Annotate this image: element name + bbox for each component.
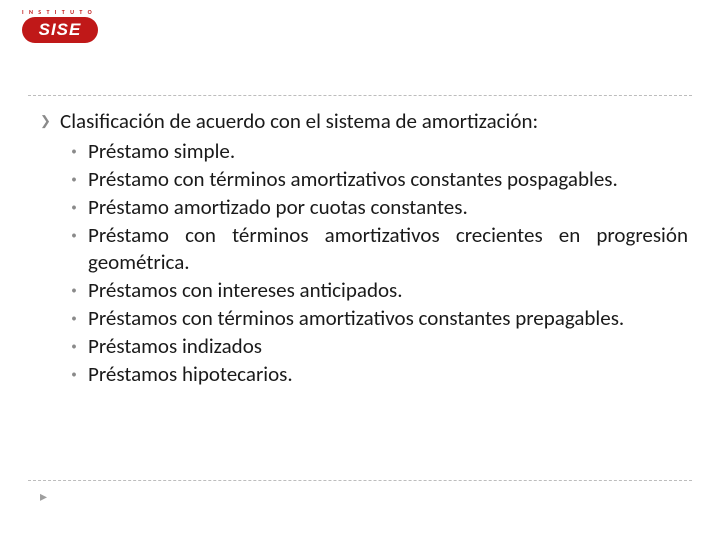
bullet-icon: • (60, 333, 88, 360)
list-item-text: Préstamo amortizado por cuotas constante… (88, 194, 688, 221)
heading-row: ❯ Clasificación de acuerdo con el sistem… (40, 107, 688, 136)
list-item-text: Préstamos con términos amortizativos con… (88, 305, 688, 332)
bullet-icon: • (60, 166, 88, 193)
heading-text: Clasificación de acuerdo con el sistema … (60, 107, 688, 135)
list-item: • Préstamo con términos amortizativos co… (60, 166, 688, 193)
list-item: • Préstamo simple. (60, 138, 688, 165)
list-item-text: Préstamo simple. (88, 138, 688, 165)
bullet-icon: • (60, 277, 88, 304)
list-item-text: Préstamos indizados (88, 333, 688, 360)
bullet-icon: • (60, 361, 88, 388)
divider-bottom (28, 480, 692, 481)
list-item: • Préstamos con términos amortizativos c… (60, 305, 688, 332)
logo-main-text: SISE (22, 17, 98, 43)
list-item-text: Préstamos hipotecarios. (88, 361, 688, 388)
list-item-text: Préstamo con términos amortizativos crec… (88, 222, 688, 276)
list-item: • Préstamo amortizado por cuotas constan… (60, 194, 688, 221)
bullet-icon: • (60, 138, 88, 165)
bullet-icon: • (60, 194, 88, 221)
list-item: • Préstamos hipotecarios. (60, 361, 688, 388)
list-item-text: Préstamos con intereses anticipados. (88, 277, 688, 304)
heading-marker: ❯ (40, 107, 60, 136)
bullet-icon: • (60, 222, 88, 249)
bullet-icon: • (60, 305, 88, 332)
footer-marker-icon: ▸ (40, 488, 47, 505)
logo: I N S T I T U T O SISE (22, 8, 98, 42)
sub-list: • Préstamo simple. • Préstamo con términ… (60, 138, 688, 388)
logo-top-text: I N S T I T U T O (22, 8, 98, 16)
divider-top (28, 95, 692, 96)
slide-content: ❯ Clasificación de acuerdo con el sistem… (40, 107, 688, 389)
list-item: • Préstamos con intereses anticipados. (60, 277, 688, 304)
list-item-text: Préstamo con términos amortizativos cons… (88, 166, 688, 193)
list-item: • Préstamo con términos amortizativos cr… (60, 222, 688, 276)
list-item: • Préstamos indizados (60, 333, 688, 360)
